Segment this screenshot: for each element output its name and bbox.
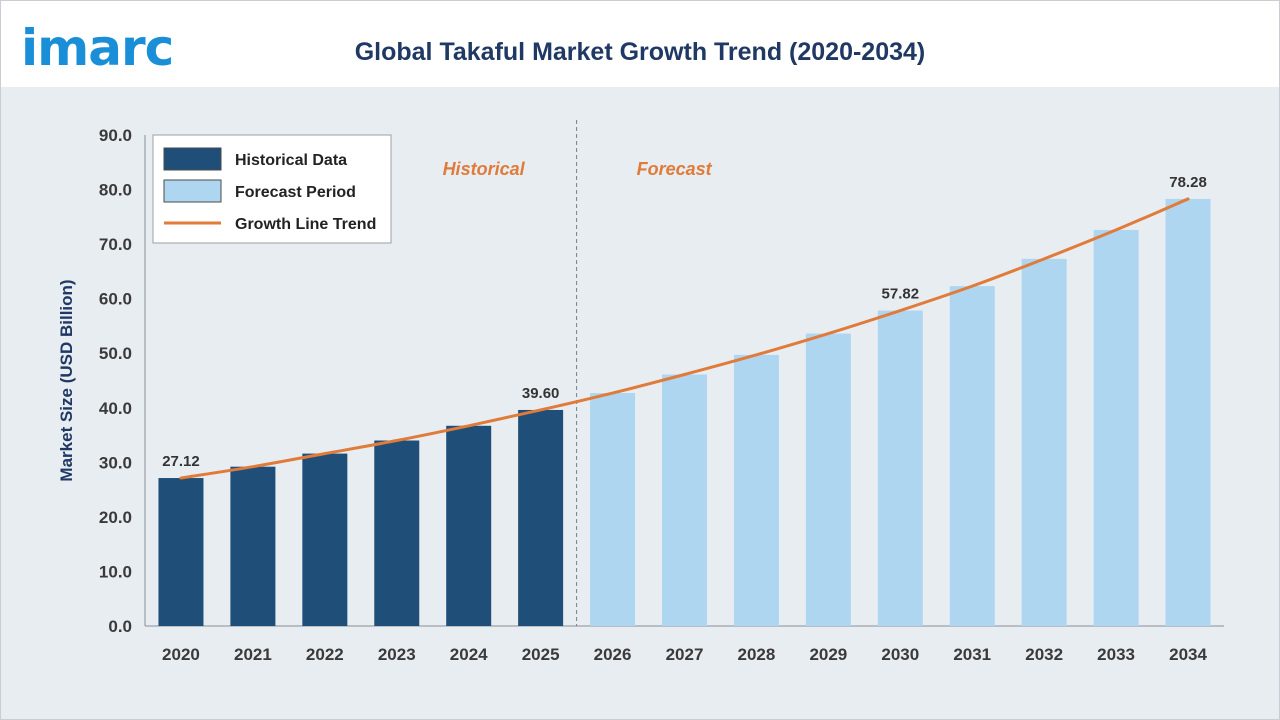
historical-bar [158, 478, 204, 626]
x-tick-label: 2030 [881, 645, 919, 664]
x-tick-label: 2029 [809, 645, 847, 664]
x-tick-label: 2033 [1097, 645, 1135, 664]
x-tick-label: 2032 [1025, 645, 1063, 664]
forecast-period-label: Forecast [637, 159, 713, 179]
forecast-bar [805, 333, 851, 626]
historical-bar [302, 453, 348, 626]
y-tick-label: 30.0 [99, 453, 132, 472]
y-tick-label: 70.0 [99, 235, 132, 254]
x-tick-label: 2020 [162, 645, 200, 664]
forecast-bar [1093, 229, 1139, 626]
forecast-bar [949, 286, 995, 626]
forecast-bar [733, 354, 779, 626]
imarc-logo: imarc [21, 19, 174, 77]
forecast-bar [877, 310, 923, 626]
data-label: 57.82 [882, 286, 920, 303]
historical-bar [446, 425, 492, 626]
data-label: 39.60 [522, 385, 560, 402]
forecast-bar [1021, 258, 1067, 626]
x-tick-label: 2024 [450, 645, 488, 664]
legend-swatch [163, 179, 222, 203]
x-tick-label: 2031 [953, 645, 991, 664]
header-bar: imarc [1, 1, 1279, 87]
legend-label: Growth Line Trend [235, 216, 376, 233]
y-tick-label: 80.0 [99, 181, 132, 200]
legend-label: Historical Data [235, 152, 347, 169]
legend-swatch [163, 147, 222, 171]
y-tick-label: 20.0 [99, 508, 132, 527]
chart-labels: Historical Forecast 27.12 39.60 57.82 78.28 [162, 159, 1207, 470]
forecast-bar [662, 374, 707, 626]
growth-trend-line [179, 197, 1190, 480]
y-tick-label: 50.0 [99, 344, 132, 363]
y-tick-label: 10.0 [99, 562, 132, 581]
chart-title: Global Takaful Market Growth Trend (2020… [354, 38, 926, 66]
chart-legend: Historical Data Forecast Period Growth Lin… [152, 134, 392, 244]
x-tick-label: 2022 [306, 645, 344, 664]
y-tick-label: 0.0 [108, 617, 132, 636]
x-tick-label: 2023 [378, 645, 416, 664]
y-tick-label: 40.0 [99, 399, 132, 418]
trend-line-group [179, 197, 1190, 480]
historical-bar [230, 466, 276, 626]
y-tick-label: 60.0 [99, 290, 132, 309]
x-tick-label: 2026 [594, 645, 632, 664]
y-tick-label: 90.0 [99, 126, 132, 145]
forecast-bar [590, 393, 636, 626]
chart-bars [158, 198, 1211, 626]
data-label: 27.12 [162, 453, 200, 470]
historical-bar [374, 440, 420, 626]
x-tick-label: 2021 [234, 645, 272, 664]
x-tick-label: 2028 [738, 645, 776, 664]
x-tick-label: 2025 [522, 645, 560, 664]
y-axis-label: Market Size (USD Billion) [57, 279, 76, 481]
x-tick-label: 2027 [666, 645, 704, 664]
historical-bar [518, 409, 564, 626]
historical-period-label: Historical [443, 159, 526, 179]
legend-label: Forecast Period [235, 184, 356, 201]
data-label: 78.28 [1169, 174, 1207, 191]
forecast-bar [1165, 198, 1211, 626]
x-tick-label: 2034 [1169, 645, 1207, 664]
